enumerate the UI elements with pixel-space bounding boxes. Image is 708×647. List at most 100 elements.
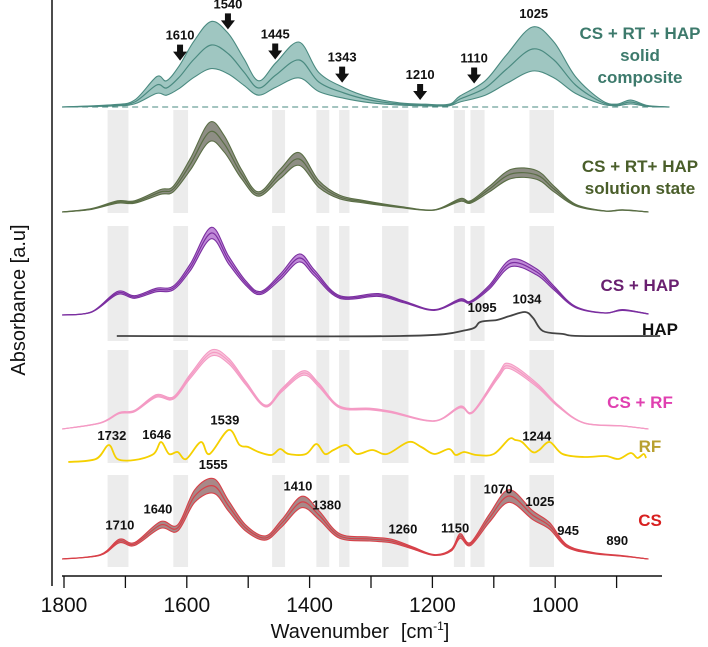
x-axis-label: Wavenumber [cm-1] [271,619,450,643]
down-arrow-icon [413,83,428,100]
highlight-band [382,110,409,213]
peak-label: 1034 [512,291,542,306]
upper-bound-line [62,121,649,213]
peak-label: 1732 [97,428,126,443]
peak-label: 1610 [166,28,195,43]
peak-label: 1070 [484,481,513,496]
highlight-band [272,110,286,213]
peak-label: 1025 [525,494,554,509]
mean-line [62,130,649,213]
down-arrow-icon [173,44,188,61]
x-tick-label: 1000 [532,594,579,617]
error-band [62,478,649,559]
series-label: CS [638,511,662,530]
peak-label: 890 [606,533,628,548]
peak-label: 945 [557,523,579,538]
highlight-band [316,110,330,213]
peak-label: 1540 [213,0,242,11]
lower-bound-line [62,67,670,108]
mean-line [62,351,649,430]
peak-label: 1210 [406,67,435,82]
highlight-band [453,226,465,341]
series-label: CS + RF [607,393,673,412]
highlight-band [339,226,350,341]
highlight-band [272,475,286,567]
highlight-band [529,110,554,213]
peak-annotations: 1610 1540 1445 1343 1210 1110 1025 1095 1034 1732… [97,0,628,548]
peak-label: 1260 [388,521,417,536]
highlight-band [173,110,189,213]
trace-cs [62,477,649,560]
highlight-band [470,226,485,341]
mean-line [62,232,649,316]
highlight-band [453,475,465,567]
highlight-band [382,226,409,341]
mean-line [62,485,649,560]
highlight-band [382,350,409,463]
x-tick-label: 1200 [409,594,456,617]
peak-label: 1410 [283,479,312,494]
highlight-band [272,226,286,341]
x-tick-label: 1400 [286,594,333,617]
series-label: solution state [585,179,696,198]
peak-label: 1150 [441,521,469,536]
peak-label: 1095 [468,300,497,315]
peak-label: 1555 [199,457,228,472]
series-label: HAP [642,320,678,339]
x-tick-label: 1600 [163,594,210,617]
y-axis-label: Absorbance [a.u] [8,224,30,375]
upper-bound-line [62,226,649,316]
trace-cs-hap [62,226,649,316]
peak-label: 1646 [142,427,171,442]
lower-bound-line [62,354,649,430]
mean-line [62,44,670,108]
series-label: RF [639,437,662,456]
lower-bound-line [62,492,649,560]
series-label: CS + RT + HAP [580,24,701,43]
mean-line [68,429,647,463]
highlight-band [453,110,465,213]
peak-label: 1539 [210,413,239,428]
mean-line [116,311,661,338]
lower-bound-line [62,238,649,316]
peak-label: 1445 [261,26,290,41]
highlight-band [107,350,129,463]
highlight-band [470,475,485,567]
highlight-band [272,350,286,463]
highlight-band [339,350,350,463]
highlight-band [339,475,350,567]
series-label: CS + HAP [601,276,680,295]
peak-label: 1343 [328,50,357,65]
series-label: solid [620,46,660,65]
peak-label: 1710 [105,517,134,532]
down-arrow-icon [220,13,235,30]
error-band [62,21,670,107]
trace-cs-rt-hap-solid-composite [62,20,670,108]
down-arrow-icon [335,66,350,83]
highlight-band [173,350,189,463]
peak-label: 1380 [312,497,341,512]
highlight-band [529,350,554,463]
highlight-band [339,110,350,213]
series-label: composite [597,68,682,87]
error-band [62,349,649,429]
lower-bound-line [62,140,649,213]
x-tick-label: 1800 [41,594,88,617]
peak-label: 1110 [460,50,488,65]
highlight-band [107,226,129,341]
series-label: CS + RT+ HAP [582,157,698,176]
trace-hap [116,311,661,338]
peak-label: 1025 [519,6,548,21]
upper-bound-line [62,20,670,108]
peak-label: 1640 [143,502,172,517]
spectra [62,20,670,560]
highlight-band [316,350,330,463]
peak-label: 1244 [522,429,552,444]
series-labels: CS + RT + HAP solid composite CS + RT+ HAP s… [580,24,701,530]
down-arrow-icon [268,43,283,60]
highlight-band [382,475,409,567]
error-band [62,227,649,315]
down-arrow-icon [467,67,482,84]
upper-bound-line [62,348,649,430]
